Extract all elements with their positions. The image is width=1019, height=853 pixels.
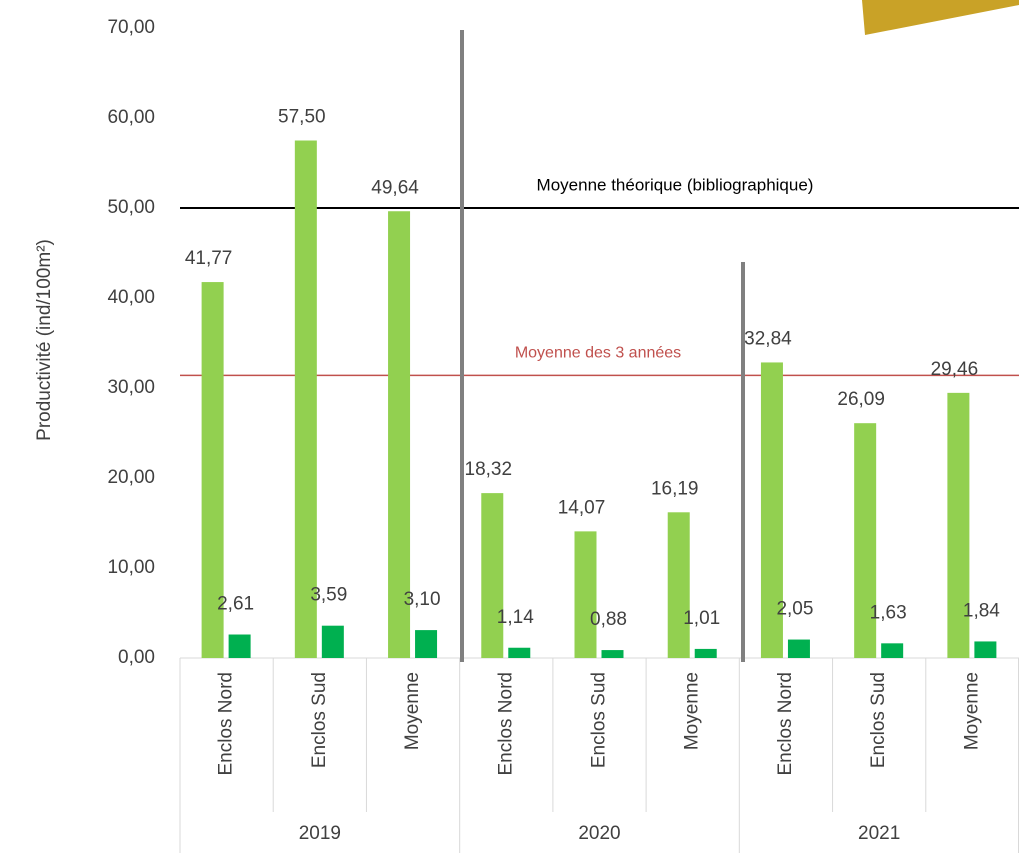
bar — [788, 640, 810, 658]
data-label: 3,10 — [404, 589, 441, 610]
bar — [481, 493, 503, 658]
y-tick-label: 70,00 — [107, 17, 155, 38]
group-label: 2021 — [858, 823, 900, 844]
chart: Productivité (ind/100m²) 0,00 10,00 20,00 3… — [0, 0, 1019, 853]
data-label: 29,46 — [931, 359, 979, 380]
data-label: 32,84 — [744, 328, 792, 349]
bar — [229, 635, 251, 658]
x-tick-label: Enclos Sud — [868, 672, 889, 768]
data-label: 1,14 — [497, 607, 534, 628]
bar — [602, 650, 624, 658]
y-tick-label: 50,00 — [107, 197, 155, 218]
x-tick-label: Moyenne — [682, 672, 703, 750]
x-tick-label: Enclos Sud — [589, 672, 610, 768]
bar — [415, 630, 437, 658]
y-tick-label: 20,00 — [107, 467, 155, 488]
reference-label: Moyenne théorique (bibliographique) — [537, 175, 814, 194]
x-tick-label: Moyenne — [961, 672, 982, 750]
y-tick-label: 0,00 — [118, 647, 155, 668]
data-label: 0,88 — [590, 609, 627, 630]
group-label: 2019 — [299, 823, 341, 844]
bar — [322, 626, 344, 658]
data-label: 16,19 — [651, 478, 699, 499]
data-label: 49,64 — [371, 177, 419, 198]
bar — [881, 643, 903, 658]
data-label: 1,84 — [963, 600, 1000, 621]
bar — [508, 648, 530, 658]
x-tick-label: Enclos Nord — [495, 672, 516, 776]
data-label: 3,59 — [310, 585, 347, 606]
data-label: 26,09 — [837, 389, 885, 410]
x-tick-label: Enclos Nord — [775, 672, 796, 776]
data-label: 41,77 — [185, 248, 233, 269]
bar — [974, 641, 996, 658]
y-tick-label: 10,00 — [107, 557, 155, 578]
data-label: 18,32 — [465, 459, 513, 480]
data-label: 2,05 — [776, 599, 813, 620]
bar — [575, 531, 597, 658]
x-tick-label: Moyenne — [402, 672, 423, 750]
bar — [695, 649, 717, 658]
x-tick-label: Enclos Nord — [216, 672, 237, 776]
y-tick-label: 30,00 — [107, 377, 155, 398]
decoration — [862, 0, 1019, 35]
y-axis-title: Productivité (ind/100m²) — [34, 239, 55, 441]
data-label: 1,01 — [683, 608, 720, 629]
data-label: 1,63 — [870, 602, 907, 623]
y-tick-label: 40,00 — [107, 287, 155, 308]
reference-label: Moyenne des 3 années — [515, 345, 681, 362]
group-label: 2020 — [578, 823, 620, 844]
bar — [295, 141, 317, 659]
y-tick-label: 60,00 — [107, 107, 155, 128]
x-tick-label: Enclos Sud — [309, 672, 330, 768]
bar — [668, 512, 690, 658]
data-label: 2,61 — [217, 594, 254, 615]
data-label: 57,50 — [278, 107, 326, 128]
data-label: 14,07 — [558, 497, 606, 518]
